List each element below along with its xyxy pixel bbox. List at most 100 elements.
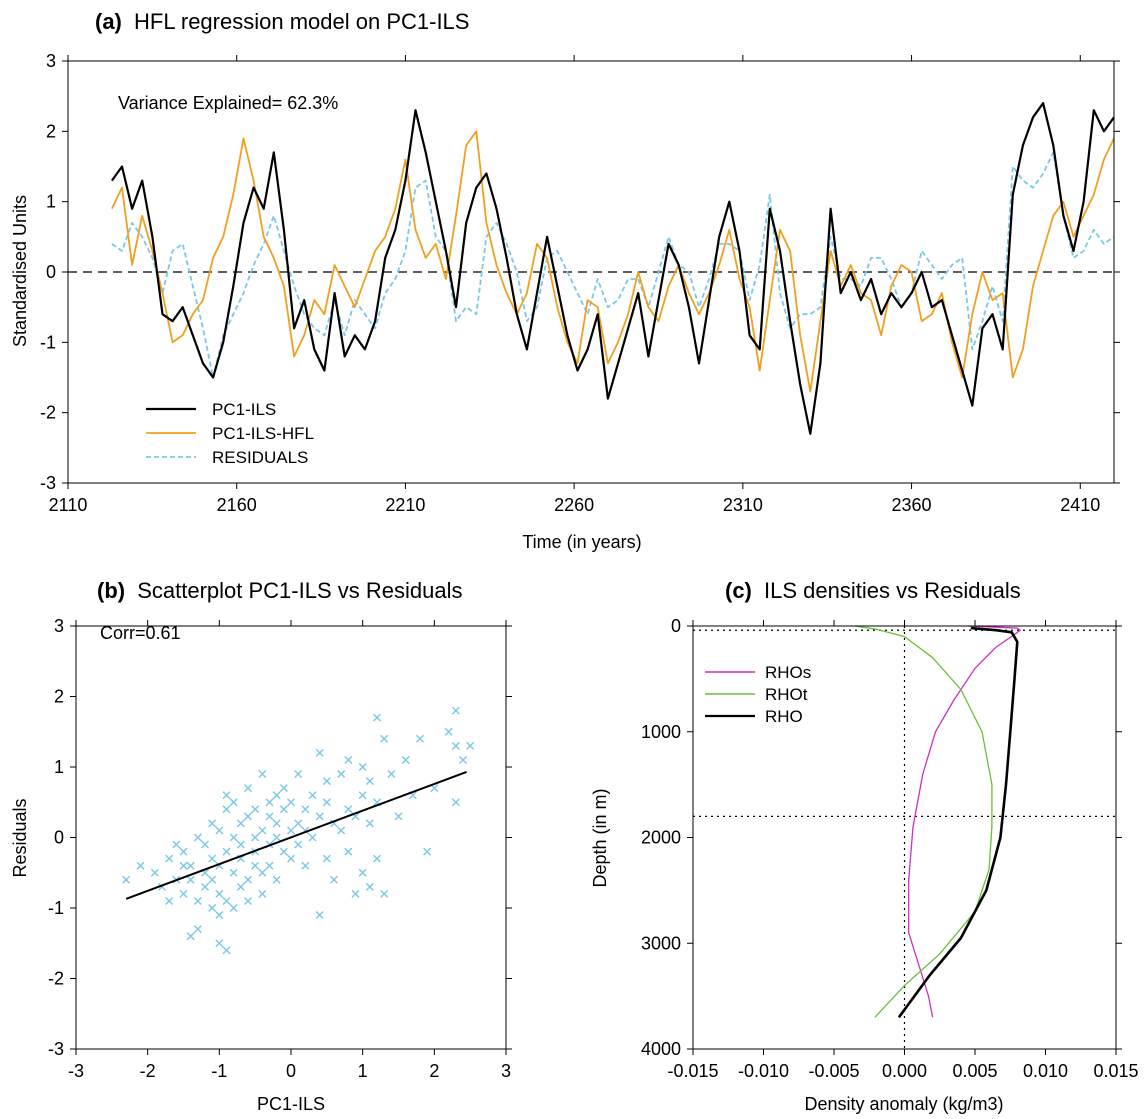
scatter-point bbox=[394, 812, 403, 821]
panel-a-tag: (a) bbox=[95, 9, 122, 34]
x-tick-label: 2360 bbox=[892, 495, 932, 515]
panel-b-ylabel: Residuals bbox=[10, 798, 30, 877]
scatter-point bbox=[365, 777, 374, 786]
x-tick-label: -1 bbox=[211, 1061, 227, 1081]
scatter-point bbox=[279, 805, 288, 814]
x-tick-label: -0.005 bbox=[808, 1061, 859, 1081]
y-tick-label: 2 bbox=[54, 687, 64, 707]
x-tick-label: 2410 bbox=[1060, 495, 1100, 515]
panel-a-title-text: HFL regression model on PC1-ILS bbox=[134, 9, 469, 34]
panel-b-ticks: -3 -2 -1 0 1 2 3 -3 -2 -1 0 1 2 3 bbox=[48, 616, 512, 1081]
panel-c-tag: (c) bbox=[725, 578, 752, 603]
panel-c-reference-lines bbox=[693, 626, 1116, 1049]
scatter-point bbox=[365, 882, 374, 891]
panel-a-title: (a) HFL regression model on PC1-ILS bbox=[95, 9, 469, 34]
x-tick-label: -0.015 bbox=[667, 1061, 718, 1081]
scatter-point bbox=[322, 777, 331, 786]
panel-b-annotation: Corr=0.61 bbox=[100, 623, 181, 643]
scatter-point bbox=[222, 791, 231, 800]
scatter-point bbox=[444, 727, 453, 736]
scatter-point bbox=[179, 847, 188, 856]
series-line-pc1-ils bbox=[111, 102, 1115, 435]
scatter-point bbox=[315, 911, 324, 920]
panel-c: (c) ILS densities vs Residuals 0 1000 2000… bbox=[590, 578, 1139, 1114]
scatter-point bbox=[466, 741, 475, 750]
series-line-rhot bbox=[855, 625, 993, 1018]
scatter-point bbox=[294, 819, 303, 828]
panel-c-ylabel: Depth (in m) bbox=[590, 788, 610, 887]
legend-label: RESIDUALS bbox=[212, 448, 308, 467]
scatter-point bbox=[193, 896, 202, 905]
scatter-point bbox=[287, 854, 295, 863]
scatter-point bbox=[258, 889, 267, 898]
scatter-point bbox=[287, 798, 295, 807]
scatter-point bbox=[251, 833, 260, 842]
panel-b-title-text: Scatterplot PC1-ILS vs Residuals bbox=[137, 578, 462, 603]
y-tick-label: 3 bbox=[46, 51, 56, 71]
x-tick-label: 2160 bbox=[217, 495, 257, 515]
scatter-point bbox=[330, 875, 338, 884]
scatter-point bbox=[136, 861, 145, 870]
scatter-point bbox=[244, 896, 252, 905]
legend-label: PC1-ILS bbox=[212, 400, 276, 419]
scatter-point bbox=[265, 861, 274, 870]
scatter-point bbox=[229, 868, 238, 877]
scatter-point bbox=[308, 833, 317, 842]
scatter-point bbox=[265, 812, 274, 821]
scatter-point bbox=[337, 826, 346, 835]
y-tick-label: -3 bbox=[40, 473, 56, 493]
panel-c-title: (c) ILS densities vs Residuals bbox=[725, 578, 1021, 603]
y-tick-label: -2 bbox=[48, 969, 64, 989]
scatter-point bbox=[208, 854, 217, 863]
scatter-point bbox=[451, 798, 460, 807]
y-tick-label: 3000 bbox=[641, 933, 681, 953]
scatter-point bbox=[229, 798, 238, 807]
scatter-point bbox=[365, 819, 374, 828]
scatter-point bbox=[215, 826, 224, 835]
y-tick-label: 0 bbox=[46, 262, 56, 282]
y-tick-label: 0 bbox=[671, 616, 681, 636]
scatter-point bbox=[287, 826, 295, 835]
y-tick-label: 1000 bbox=[641, 722, 681, 742]
panel-b-xlabel: PC1-ILS bbox=[257, 1094, 325, 1114]
scatter-point bbox=[258, 826, 267, 835]
scatter-point bbox=[451, 741, 460, 750]
x-tick-label: 0.010 bbox=[1023, 1061, 1068, 1081]
scatter-point bbox=[179, 889, 188, 898]
scatter-point bbox=[272, 875, 281, 884]
panel-a-legend: PC1-ILS PC1-ILS-HFL RESIDUALS bbox=[146, 400, 314, 467]
panel-b-fit-line bbox=[125, 770, 467, 900]
scatter-point bbox=[401, 755, 410, 764]
series-line-residuals bbox=[111, 151, 1115, 379]
x-tick-label: 3 bbox=[501, 1061, 511, 1081]
scatter-point bbox=[179, 861, 188, 870]
panel-c-legend: RHOs RHOt RHO bbox=[705, 663, 811, 726]
panel-c-ticks: 0 1000 2000 3000 4000-0.015 -0.010 -0.005 0.000… bbox=[641, 616, 1139, 1081]
scatter-point bbox=[244, 784, 252, 793]
scatter-point bbox=[451, 706, 460, 715]
x-tick-label: 0.000 bbox=[882, 1061, 927, 1081]
scatter-point bbox=[244, 812, 252, 821]
scatter-point bbox=[172, 840, 181, 849]
scatter-point bbox=[294, 840, 303, 849]
y-tick-label: 2 bbox=[46, 121, 56, 141]
x-tick-label: 2210 bbox=[385, 495, 425, 515]
scatter-point bbox=[308, 791, 317, 800]
scatter-point bbox=[344, 847, 353, 856]
scatter-point bbox=[193, 925, 202, 934]
scatter-point bbox=[208, 875, 217, 884]
scatter-point bbox=[337, 770, 346, 779]
panel-a-series bbox=[111, 102, 1115, 435]
scatter-point bbox=[272, 791, 281, 800]
scatter-point bbox=[208, 904, 217, 912]
scatter-point bbox=[279, 784, 288, 793]
scatter-point bbox=[236, 819, 245, 828]
scatter-point bbox=[380, 734, 389, 743]
x-tick-label: -3 bbox=[68, 1061, 84, 1081]
x-tick-label: 0.005 bbox=[952, 1061, 997, 1081]
scatter-point bbox=[322, 854, 331, 863]
y-tick-label: 1 bbox=[54, 757, 64, 777]
panel-a: (a) HFL regression model on PC1-ILS -3 -2… bbox=[10, 9, 1120, 552]
scatter-point bbox=[222, 847, 231, 856]
